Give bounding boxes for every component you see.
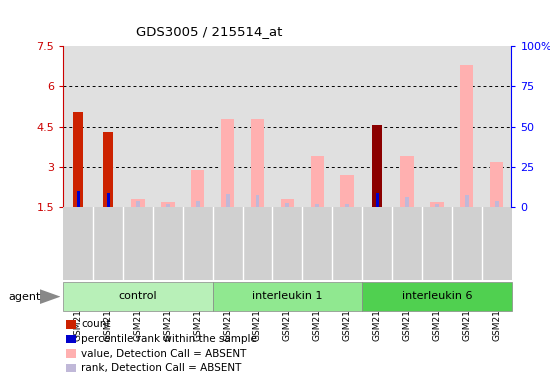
- Bar: [285, 203, 289, 207]
- Bar: [251, 119, 264, 207]
- FancyBboxPatch shape: [63, 282, 213, 311]
- Text: agent: agent: [8, 291, 41, 302]
- Bar: [311, 156, 324, 207]
- Bar: [465, 195, 469, 207]
- Bar: [226, 194, 229, 207]
- Text: value, Detection Call = ABSENT: value, Detection Call = ABSENT: [81, 349, 247, 359]
- Bar: [372, 125, 382, 207]
- Text: interleukin 1: interleukin 1: [252, 291, 323, 301]
- Bar: [405, 197, 409, 207]
- Text: percentile rank within the sample: percentile rank within the sample: [81, 334, 257, 344]
- Bar: [400, 156, 414, 207]
- Bar: [340, 175, 354, 207]
- Bar: [196, 202, 200, 207]
- Bar: [136, 202, 140, 207]
- Polygon shape: [40, 289, 60, 304]
- Bar: [430, 202, 443, 207]
- Bar: [345, 204, 349, 207]
- Text: control: control: [119, 291, 157, 301]
- Bar: [103, 132, 113, 207]
- Bar: [490, 162, 503, 207]
- FancyBboxPatch shape: [213, 282, 362, 311]
- Bar: [435, 204, 439, 207]
- Bar: [166, 204, 170, 207]
- Bar: [191, 170, 205, 207]
- Bar: [76, 191, 80, 207]
- Text: rank, Detection Call = ABSENT: rank, Detection Call = ABSENT: [81, 363, 242, 373]
- Bar: [131, 199, 145, 207]
- Bar: [315, 204, 319, 207]
- Text: interleukin 6: interleukin 6: [402, 291, 472, 301]
- Bar: [280, 199, 294, 207]
- Bar: [376, 193, 378, 207]
- Bar: [107, 193, 109, 207]
- Text: GDS3005 / 215514_at: GDS3005 / 215514_at: [136, 25, 282, 38]
- Bar: [221, 119, 234, 207]
- Text: count: count: [81, 319, 111, 329]
- Bar: [256, 195, 260, 207]
- Bar: [73, 112, 83, 207]
- Bar: [494, 202, 498, 207]
- Bar: [460, 65, 474, 207]
- Bar: [161, 202, 174, 207]
- FancyBboxPatch shape: [362, 282, 512, 311]
